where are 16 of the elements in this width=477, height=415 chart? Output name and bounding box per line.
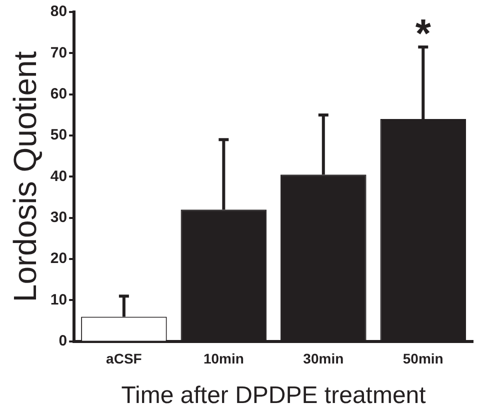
annotation: * xyxy=(415,12,432,56)
y-tick-label: 20 xyxy=(50,250,68,268)
y-tick-label: 50 xyxy=(50,126,68,144)
y-tick-label: 60 xyxy=(50,85,68,102)
y-tick-label: 30 xyxy=(50,209,68,226)
x-tick-label: 30min xyxy=(303,350,344,367)
y-tick-label: 0 xyxy=(58,332,68,350)
y-tick-label: 10 xyxy=(50,291,68,308)
y-tick-label: 40 xyxy=(50,168,68,185)
y-tick-label: 80 xyxy=(50,3,68,20)
y-axis-title: Lordosis Quotient xyxy=(7,51,44,302)
y-tick-label: 70 xyxy=(50,44,68,62)
x-tick-label: 50min xyxy=(402,350,444,367)
x-tick-label: aCSF xyxy=(106,350,142,367)
x-axis-title: Time after DPDPE treatment xyxy=(121,382,426,410)
x-tick-label: 10min xyxy=(203,350,244,367)
